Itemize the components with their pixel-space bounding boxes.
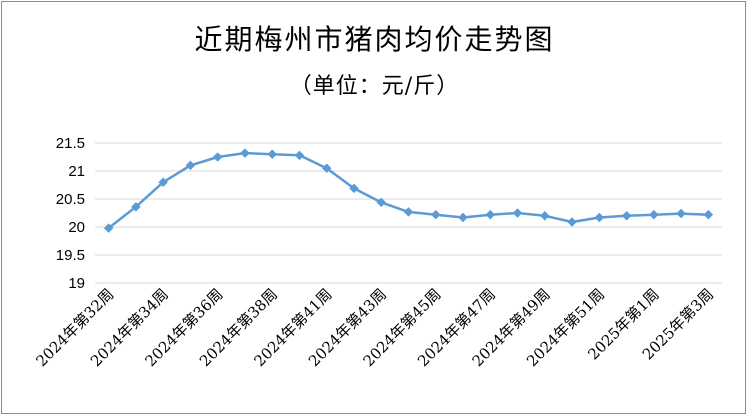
y-tick-label: 21 — [68, 163, 85, 180]
data-point-marker — [321, 163, 332, 174]
data-point-marker — [103, 223, 114, 233]
data-point-marker — [158, 177, 169, 188]
data-point-marker — [376, 197, 387, 208]
data-point-marker — [703, 209, 714, 220]
data-point-marker — [512, 208, 523, 218]
y-tick-label: 20.5 — [56, 191, 85, 208]
data-point-marker — [567, 217, 577, 227]
data-point-marker — [621, 210, 632, 221]
y-tick-label: 19.5 — [56, 247, 85, 264]
data-point-marker — [648, 209, 659, 220]
data-point-marker — [676, 208, 686, 219]
data-point-marker — [594, 212, 605, 223]
data-point-marker — [131, 201, 141, 212]
data-point-marker — [485, 209, 496, 220]
chart-subtitle: （单位：元/斤） — [289, 74, 460, 99]
data-point-marker — [539, 210, 550, 221]
data-point-marker — [430, 209, 441, 220]
data-point-marker — [240, 148, 250, 158]
data-point-marker — [212, 152, 223, 162]
data-point-marker — [185, 160, 196, 171]
chart-title: 近期梅州市猪肉均价走势图 — [194, 23, 555, 56]
y-tick-label: 19 — [68, 275, 85, 292]
y-tick-label: 20 — [68, 219, 85, 236]
data-point-marker — [403, 207, 414, 217]
y-tick-label: 21.5 — [56, 135, 85, 152]
series-line — [107, 151, 709, 230]
data-point-marker — [458, 212, 468, 223]
data-point-marker — [267, 149, 278, 160]
data-point-marker — [294, 150, 305, 161]
data-point-marker — [349, 183, 359, 194]
